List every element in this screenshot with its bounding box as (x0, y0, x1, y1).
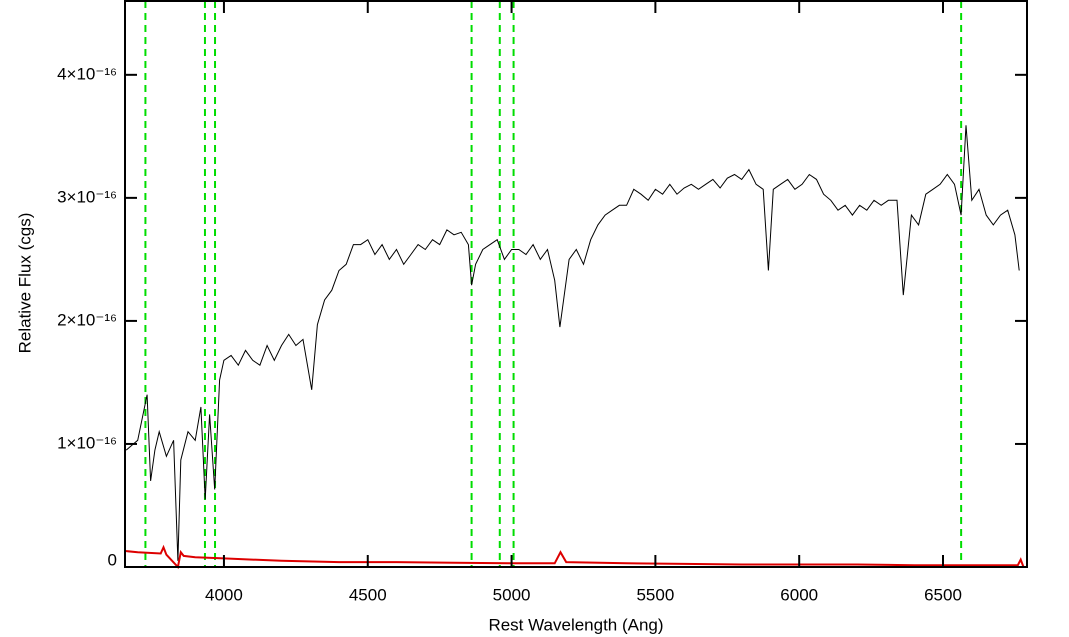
x-tick-label: 6000 (780, 585, 818, 604)
x-tick-label: 5000 (493, 585, 531, 604)
x-tick-label: 4500 (349, 585, 387, 604)
y-tick-label: 1×10⁻¹⁶ (57, 433, 117, 452)
y-tick-label: 2×10⁻¹⁶ (57, 310, 117, 329)
x-tick-label: 6500 (924, 585, 962, 604)
x-axis-label: Rest Wavelength (Ang) (488, 615, 663, 634)
spectrum-line (125, 125, 1020, 561)
y-tick-label: 3×10⁻¹⁶ (57, 187, 117, 206)
spectrum-line (124, 544, 1025, 570)
y-axis-label: Relative Flux (cgs) (15, 213, 34, 354)
x-tick-label: 4000 (205, 585, 243, 604)
y-tick-label: 4×10⁻¹⁶ (57, 64, 117, 83)
x-tick-label: 5500 (636, 585, 674, 604)
y-tick-label: 0 (108, 550, 117, 569)
plot-frame (124, 0, 1028, 568)
